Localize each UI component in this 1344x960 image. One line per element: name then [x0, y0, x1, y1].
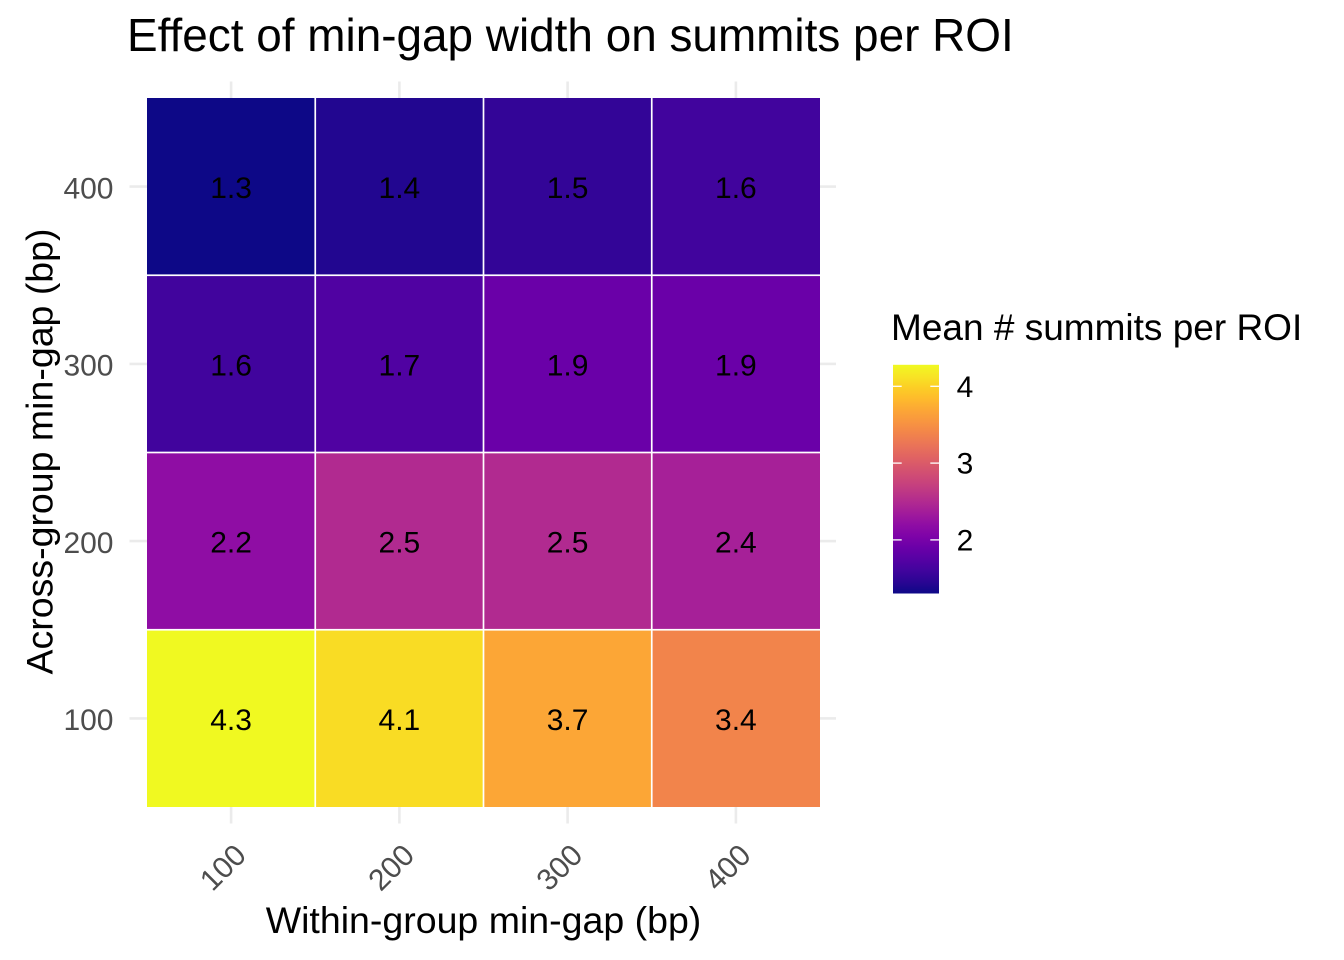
svg-text:2.4: 2.4: [715, 527, 757, 560]
svg-text:1.4: 1.4: [379, 172, 421, 205]
svg-text:1.6: 1.6: [210, 349, 252, 382]
svg-text:300: 300: [63, 350, 113, 383]
svg-text:400: 400: [63, 172, 113, 205]
svg-text:4.1: 4.1: [379, 704, 421, 737]
svg-text:4: 4: [957, 371, 974, 404]
svg-text:1.6: 1.6: [715, 172, 757, 205]
svg-text:Within-group min-gap (bp): Within-group min-gap (bp): [266, 899, 702, 941]
svg-text:2.5: 2.5: [379, 527, 421, 560]
svg-text:1.9: 1.9: [547, 349, 589, 382]
svg-text:1.3: 1.3: [210, 172, 252, 205]
svg-text:100: 100: [63, 704, 113, 737]
svg-text:3: 3: [957, 448, 974, 481]
svg-text:1.7: 1.7: [379, 349, 421, 382]
svg-text:200: 200: [63, 527, 113, 560]
svg-text:3.4: 3.4: [715, 704, 757, 737]
svg-text:Across-group min-gap (bp): Across-group min-gap (bp): [19, 228, 61, 674]
svg-text:2: 2: [957, 524, 974, 557]
svg-text:2.5: 2.5: [547, 527, 589, 560]
svg-text:2.2: 2.2: [210, 527, 252, 560]
svg-text:4.3: 4.3: [210, 704, 252, 737]
svg-text:1.5: 1.5: [547, 172, 589, 205]
svg-text:Effect of min-gap width on sum: Effect of min-gap width on summits per R…: [127, 9, 1014, 61]
svg-text:Mean # summits per ROI: Mean # summits per ROI: [891, 307, 1302, 348]
svg-text:3.7: 3.7: [547, 704, 589, 737]
svg-text:1.9: 1.9: [715, 349, 757, 382]
